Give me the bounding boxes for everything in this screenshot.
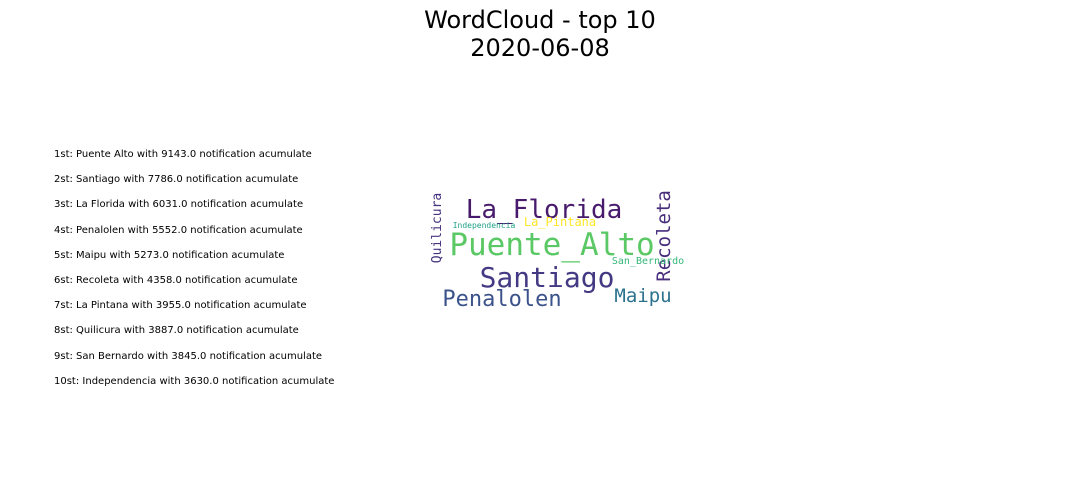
word-maipu: Maipu [614, 285, 671, 307]
ranking-item-2: 2st: Santiago with 7786.0 notification a… [54, 174, 299, 186]
ranking-item-7: 7st: La Pintana with 3955.0 notification… [54, 300, 307, 312]
ranking-item-9: 9st: San Bernardo with 3845.0 notificati… [54, 350, 323, 362]
word-puente-alto: Puente_Alto [449, 227, 654, 263]
ranking-item-3: 3st: La Florida with 6031.0 notification… [54, 199, 304, 211]
word-quilicura: Quilicura [430, 193, 445, 263]
chart-title: WordCloud - top 10 2020-06-08 [0, 6, 1080, 62]
ranking-item-8: 8st: Quilicura with 3887.0 notification … [54, 325, 299, 337]
chart-title-line1: WordCloud - top 10 [424, 6, 656, 34]
ranking-item-4: 4st: Penalolen with 5552.0 notification … [54, 224, 303, 236]
word-la-pintana: La_Pintana [524, 215, 596, 229]
ranking-item-6: 6st: Recoleta with 4358.0 notification a… [54, 274, 298, 286]
ranking-item-5: 5st: Maipu with 5273.0 notification acum… [54, 249, 285, 261]
word-la-florida: La_Florida [466, 195, 623, 225]
word-recoleta: Recoleta [653, 190, 675, 282]
ranking-list: 1st: Puente Alto with 9143.0 notificatio… [54, 148, 334, 400]
word-santiago: Santiago [480, 261, 615, 294]
word-penalolen: Penalolen [442, 287, 561, 312]
word-san-bernardo: San_Bernardo [612, 256, 684, 267]
chart-title-date: 2020-06-08 [470, 34, 610, 62]
ranking-item-10: 10st: Independencia with 3630.0 notifica… [54, 375, 335, 387]
word-independencia: Independencia [453, 221, 516, 230]
ranking-item-1: 1st: Puente Alto with 9143.0 notificatio… [54, 149, 312, 160]
